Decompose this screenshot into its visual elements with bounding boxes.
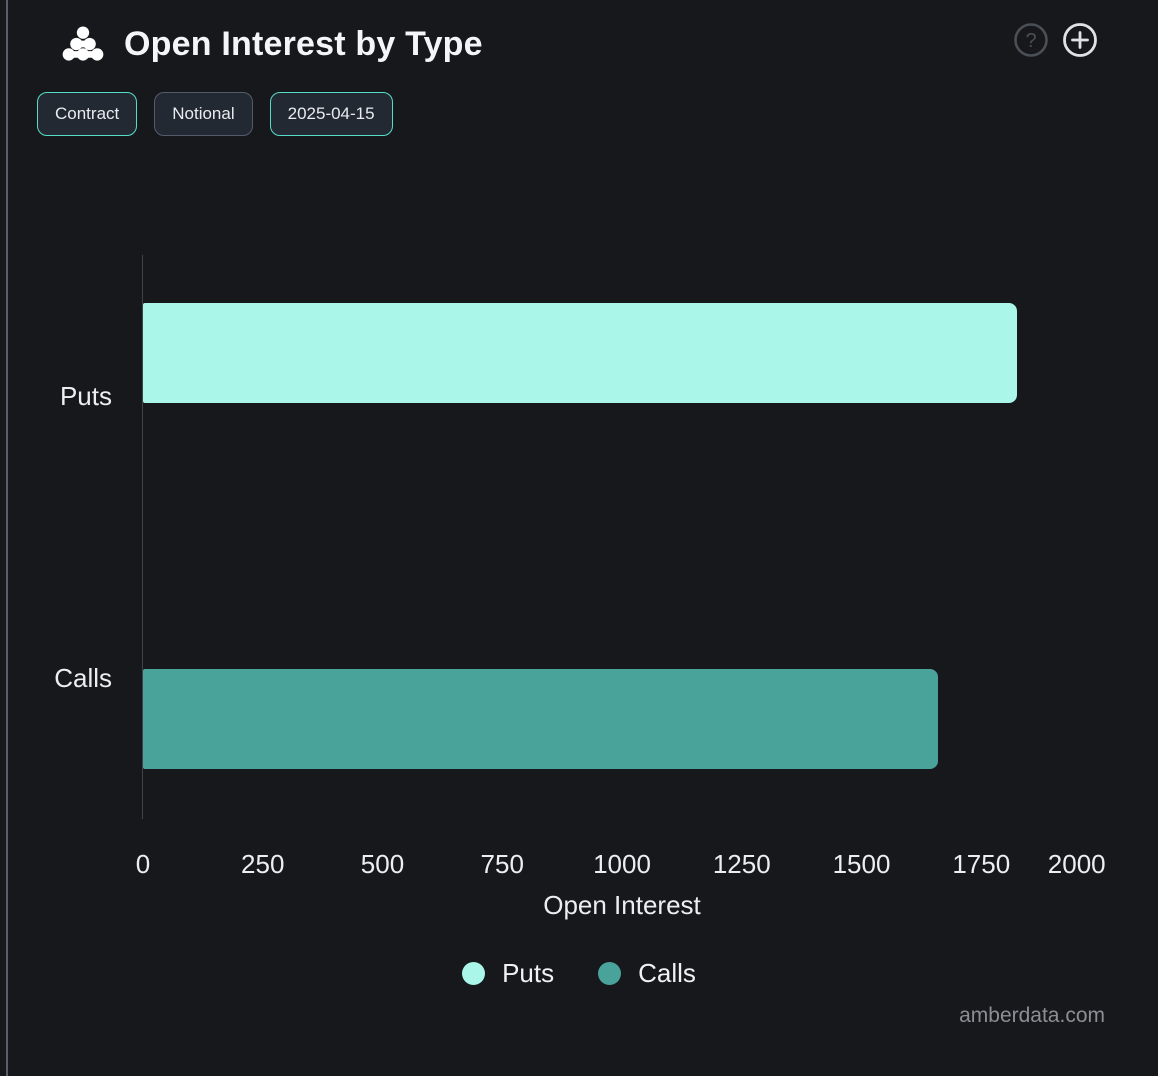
toolbar-button-notional[interactable]: Notional	[154, 92, 253, 136]
chart-plot-area	[142, 255, 1101, 819]
bar-calls[interactable]	[143, 669, 939, 769]
panel-left-border	[6, 0, 8, 1076]
widget-title: Open Interest by Type	[124, 24, 483, 63]
legend-label: Puts	[502, 958, 555, 988]
toolbar-button-2025-04-15[interactable]: 2025-04-15	[269, 92, 393, 136]
x-tick-label-2000: 2000	[1047, 849, 1106, 879]
chart-legend: Puts Calls	[0, 958, 1158, 989]
x-axis-title: Open Interest	[543, 890, 701, 920]
y-axis-line	[142, 255, 143, 819]
x-tick-label-1500: 1500	[832, 849, 891, 879]
x-tick-label-1000: 1000	[593, 849, 651, 879]
svg-text:?: ?	[1025, 30, 1036, 52]
plus-circle-icon	[1062, 23, 1098, 61]
help-button[interactable]: ?	[1013, 22, 1049, 58]
header-actions: ?	[1013, 22, 1098, 58]
watermark: amberdata.com	[959, 1004, 1105, 1027]
legend-label: Calls	[638, 958, 696, 988]
add-button[interactable]	[1062, 22, 1098, 58]
legend-dot-puts	[462, 962, 486, 985]
x-tick-label-1750: 1750	[952, 849, 1011, 879]
widget-header: Open Interest by Type ?	[60, 20, 1118, 68]
x-tick-label-1250: 1250	[712, 849, 771, 879]
amberdata-dots-pyramid-icon	[60, 26, 106, 62]
x-tick-label-500: 500	[360, 849, 405, 879]
x-tick-label-750: 750	[480, 849, 524, 879]
bar-puts[interactable]	[143, 303, 1018, 403]
legend-item-calls[interactable]: Calls	[598, 958, 696, 989]
legend-item-puts[interactable]: Puts	[462, 958, 554, 989]
x-axis-ticks: 0 250 500 750 1000 1250 1500 1750 2000	[136, 849, 1106, 881]
toolbar-button-contract[interactable]: Contract	[37, 92, 138, 136]
x-tick-label-0: 0	[135, 849, 151, 879]
legend-dot-calls	[598, 962, 622, 985]
y-tick-label-calls: Calls	[54, 663, 112, 693]
toolbar: Contract Notional 2025-04-15	[37, 92, 393, 136]
question-mark-circle-icon: ?	[1013, 23, 1049, 61]
x-tick-label-250: 250	[241, 849, 285, 879]
y-tick-label-puts: Puts	[59, 381, 112, 411]
